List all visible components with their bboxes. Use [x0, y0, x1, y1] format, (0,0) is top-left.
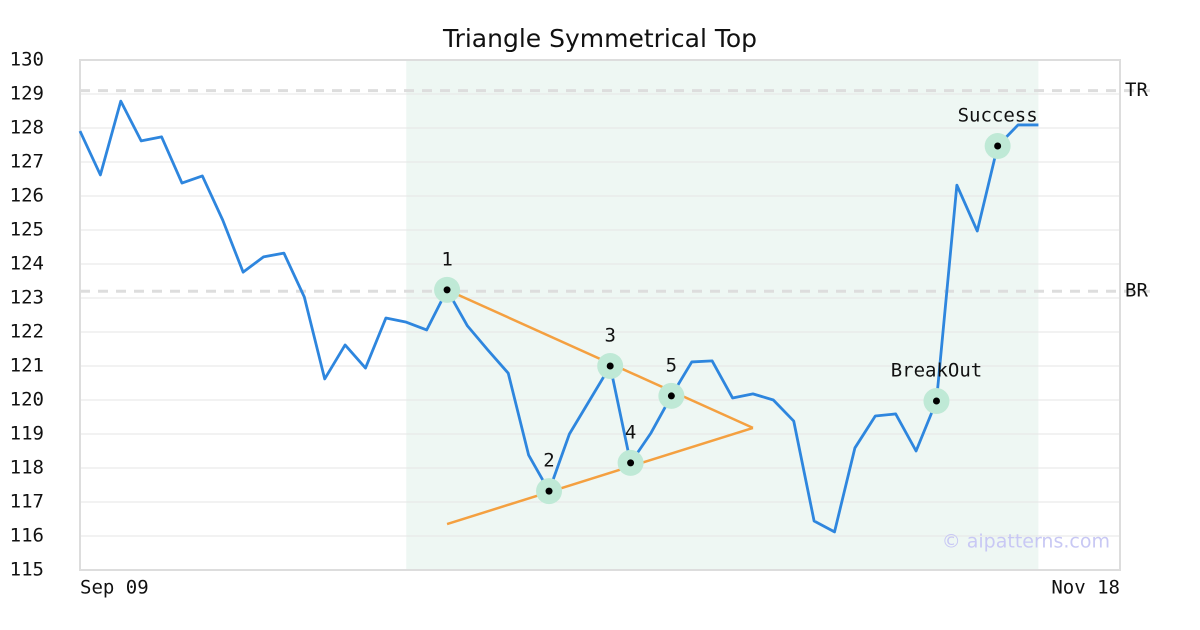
pattern-region — [406, 60, 1039, 570]
pattern-point — [627, 459, 635, 467]
y-tick-label: 130 — [10, 49, 44, 71]
y-tick-label: 118 — [10, 457, 44, 479]
pattern-point — [545, 487, 553, 495]
y-tick-label: 116 — [10, 525, 44, 547]
reference-label: BR — [1125, 280, 1148, 302]
y-tick-label: 127 — [10, 151, 44, 173]
y-tick-label: 126 — [10, 185, 44, 207]
y-tick-label: 128 — [10, 117, 44, 139]
pattern-point — [606, 362, 614, 370]
y-tick-label: 124 — [10, 253, 44, 275]
y-tick-label: 129 — [10, 83, 44, 105]
y-tick-label: 117 — [10, 491, 44, 513]
x-tick-label: Nov 18 — [1051, 577, 1120, 599]
y-tick-label: 120 — [10, 389, 44, 411]
y-tick-label: 119 — [10, 423, 44, 445]
pattern-point — [994, 142, 1002, 150]
pattern-point-label: 1 — [441, 248, 452, 270]
price-line — [78, 99, 1039, 534]
reference-label: TR — [1125, 79, 1148, 101]
y-tick-label: 122 — [10, 321, 44, 343]
y-tick-label: 123 — [10, 287, 44, 309]
watermark: © aipatterns.com — [942, 531, 1110, 553]
trend-line — [446, 426, 754, 526]
pattern-point-label: 4 — [625, 421, 636, 443]
y-tick-label: 121 — [10, 355, 44, 377]
chart-title: Triangle Symmetrical Top — [442, 24, 757, 53]
plot-frame — [79, 59, 1121, 571]
y-tick-label: 115 — [10, 559, 44, 581]
x-tick-label: Sep 09 — [80, 577, 149, 599]
pattern-point-label: BreakOut — [891, 360, 983, 382]
pattern-point-label: 5 — [666, 354, 677, 376]
pattern-point — [667, 392, 675, 400]
pattern-point-label: Success — [958, 105, 1038, 127]
pattern-point — [932, 397, 940, 405]
pattern-point — [443, 286, 451, 294]
pattern-point-label: 3 — [604, 325, 615, 347]
y-tick-label: 125 — [10, 219, 44, 241]
pattern-point-label: 2 — [543, 450, 554, 472]
